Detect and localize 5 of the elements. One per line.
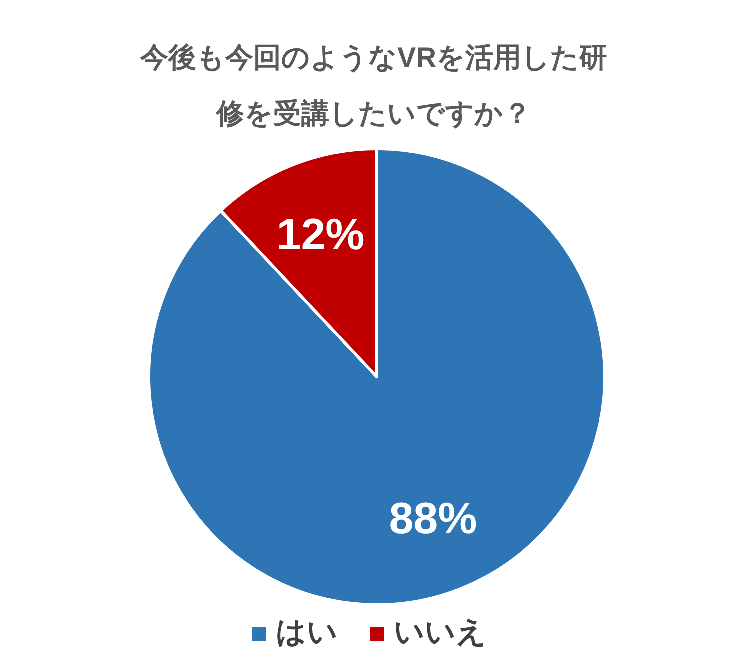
data-label: 88%	[389, 494, 478, 544]
data-label: 12%	[276, 210, 365, 260]
title: 今後も今回のようなVRを活用した研修を受講したいですか？	[139, 41, 608, 131]
legend-label: いいえ	[394, 616, 487, 649]
legend-label: はい	[276, 616, 338, 649]
